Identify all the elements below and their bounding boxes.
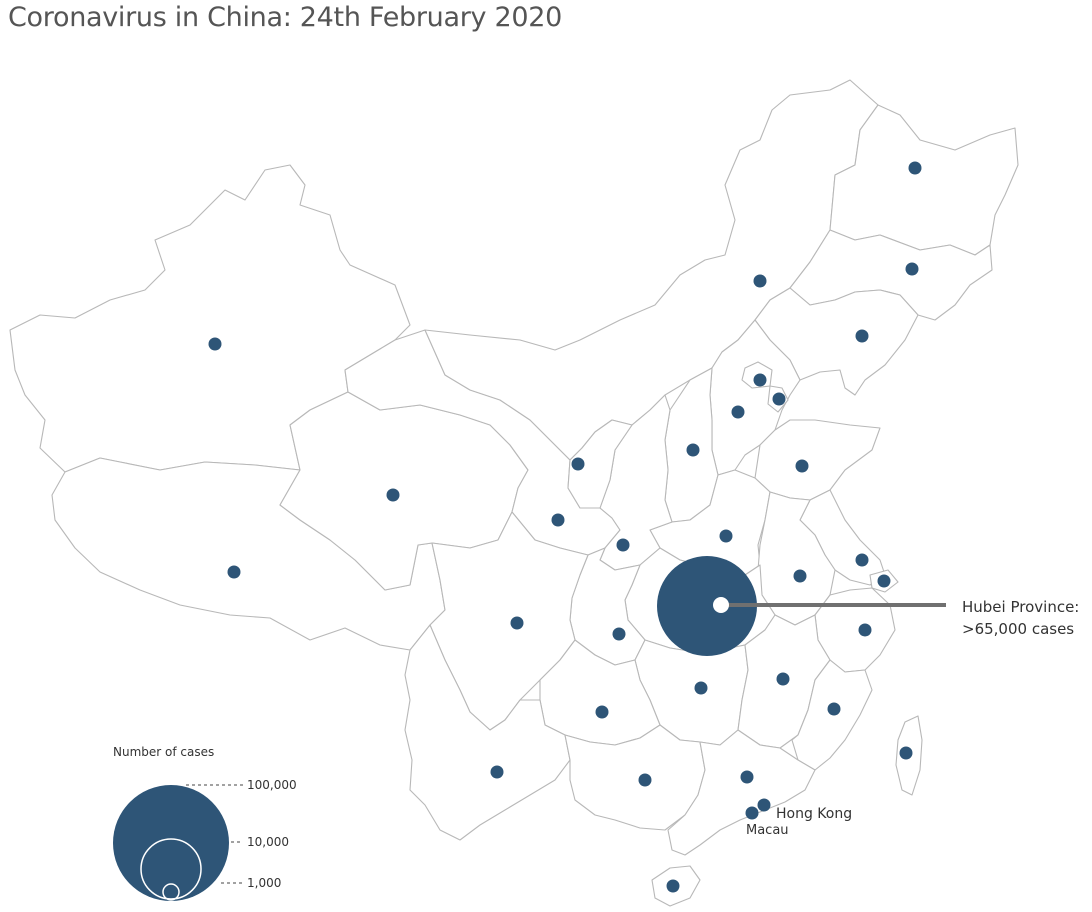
case-bubble: [731, 405, 745, 419]
case-bubble: [757, 798, 771, 812]
case-bubble: [745, 806, 759, 820]
case-bubble: [208, 337, 222, 351]
case-bubble: [855, 553, 869, 567]
legend-title: Number of cases: [113, 745, 214, 759]
case-bubble: [686, 443, 700, 457]
case-bubble: [638, 773, 652, 787]
case-bubble: [510, 616, 524, 630]
case-bubble: [551, 513, 565, 527]
legend-bubble-1000: [162, 883, 180, 901]
case-bubble: [877, 574, 891, 588]
legend: Number of cases 100,000 10,000 1,000: [113, 745, 297, 901]
case-bubble: [740, 770, 754, 784]
case-bubble: [666, 879, 680, 893]
province-yunnan: [404, 624, 571, 841]
province-guangxi: [564, 724, 706, 831]
hubei-bubble: [657, 556, 757, 656]
label-hong-kong: Hong Kong: [776, 806, 852, 822]
case-bubble: [858, 623, 872, 637]
case-bubble: [855, 329, 869, 343]
case-bubbles: [208, 161, 922, 893]
case-bubble: [899, 746, 913, 760]
hubei-callout-label: Hubei Province:: [962, 598, 1079, 616]
legend-label-100000: 100,000: [247, 778, 297, 792]
case-bubble: [719, 529, 733, 543]
case-bubble: [612, 627, 626, 641]
province-shandong: [754, 419, 881, 501]
legend-bubble-10000: [140, 838, 202, 900]
legend-label-10000: 10,000: [247, 835, 289, 849]
province-borders: [9, 79, 1019, 907]
case-bubble: [490, 765, 504, 779]
case-bubble: [795, 459, 809, 473]
case-bubble: [905, 262, 919, 276]
legend-label-1000: 1,000: [247, 876, 281, 890]
case-bubble: [386, 488, 400, 502]
case-bubble: [753, 274, 767, 288]
case-bubble: [595, 705, 609, 719]
hubei-callout-anchor: [713, 597, 729, 613]
case-bubble: [571, 457, 585, 471]
case-bubble: [694, 681, 708, 695]
case-bubble: [793, 569, 807, 583]
legend-bubble-100000: [113, 785, 229, 901]
case-bubble: [908, 161, 922, 175]
case-bubble: [616, 538, 630, 552]
case-bubble: [227, 565, 241, 579]
province-ningxia: [567, 419, 633, 509]
map-title: Coronavirus in China: 24th February 2020: [8, 2, 562, 33]
case-bubble: [827, 702, 841, 716]
label-macau: Macau: [746, 823, 789, 838]
case-bubble: [753, 373, 767, 387]
case-bubble: [776, 672, 790, 686]
case-bubble: [772, 392, 786, 406]
hubei-callout-cases: >65,000 cases: [962, 620, 1074, 638]
